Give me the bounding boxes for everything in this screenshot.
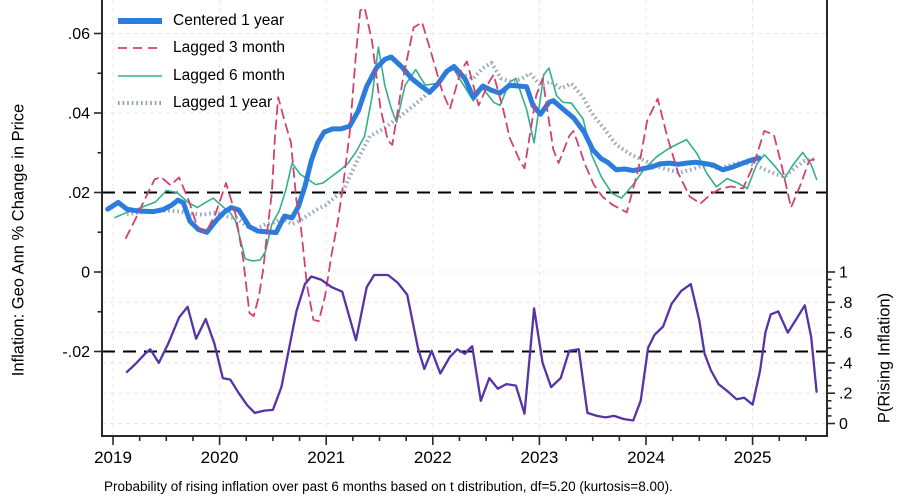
legend-label: Lagged 3 month [173, 39, 286, 57]
x-tick-label: 2024 [627, 448, 665, 467]
y-tick-label: .2 [839, 386, 852, 403]
legend-label: Centered 1 year [173, 11, 285, 29]
legend-item-centered-1-year: Centered 1 year [116, 7, 285, 35]
x-tick-label: 2019 [94, 448, 132, 467]
x-tick-label: 2021 [307, 448, 345, 467]
y-tick-label: 0 [81, 265, 90, 282]
y-tick-label: 1 [839, 265, 848, 282]
x-tick-label: 2020 [201, 448, 239, 467]
chart-caption: Probability of rising inflation over pas… [104, 479, 673, 494]
series-lagged-3-month [124, 6, 818, 323]
centered-1-year-line-icon [118, 17, 162, 24]
lagged-6-month-line-icon [118, 74, 162, 77]
right-axis-title: P(Rising Inflation) [875, 292, 894, 424]
x-tick-label: 2025 [734, 448, 772, 467]
legend-item-lagged-6-month: Lagged 6 month [116, 62, 285, 90]
legend-label: Lagged 6 month [173, 66, 286, 84]
x-tick-label: 2022 [414, 448, 452, 467]
reference-dashed-lines [102, 191, 827, 353]
y-tick-label: -.02 [62, 344, 90, 361]
y-tick-label: .8 [839, 295, 852, 312]
legend-item-lagged-1-year: Lagged 1 year [116, 90, 285, 118]
y-tick-label: .02 [68, 185, 90, 202]
axis-ticks [94, 32, 835, 445]
lagged-3-month-line-icon [118, 47, 162, 50]
series-p-rising-inflation- [125, 273, 818, 422]
axis-tick-labels: .06 .04 .02 0 -.02 1 .8 .6 .4 .2 0 2019 2020 2021 2022… [62, 26, 852, 467]
lagged-1-year-line-icon [118, 101, 162, 106]
gridlines [102, 0, 827, 436]
legend-item-lagged-3-month: Lagged 3 month [116, 35, 285, 63]
series-centered-1-year [105, 54, 762, 236]
y-tick-label: .06 [68, 26, 90, 43]
y-tick-label: 0 [839, 416, 848, 433]
x-tick-label: 2023 [520, 448, 558, 467]
left-axis-title: Inflation: Geo Ann % Change in Price [9, 103, 28, 377]
y-tick-label: .4 [839, 355, 852, 372]
y-tick-label: .6 [839, 325, 852, 342]
legend-label: Lagged 1 year [173, 94, 273, 112]
y-tick-label: .04 [68, 106, 90, 123]
series-lines [105, 6, 818, 422]
chart-legend: Centered 1 year Lagged 3 month Lagged 6 … [116, 7, 285, 117]
